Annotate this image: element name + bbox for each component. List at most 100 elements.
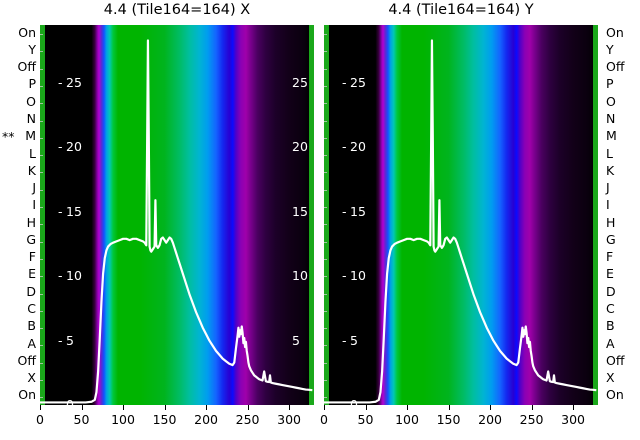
- y-tick-dash: -: [58, 203, 63, 219]
- y-tick-dash: -: [342, 203, 347, 219]
- edge-tick: [324, 345, 327, 347]
- x-tick-mark: [206, 405, 208, 410]
- y-tick-dash: -: [342, 139, 347, 155]
- x-tick-mark: [490, 405, 492, 410]
- edge-tick: [324, 293, 327, 295]
- category-label-e-14: E: [28, 266, 36, 282]
- edge-tick: [40, 34, 43, 35]
- edge-tick: [324, 241, 327, 243]
- x-tick-label: 200: [194, 412, 218, 427]
- category-label-l-7: L: [606, 145, 613, 161]
- panel-title-y: 4.4 (Tile164=164) Y: [388, 2, 534, 18]
- edge-tick: [324, 310, 327, 312]
- y-tick-dash: -: [58, 139, 63, 155]
- y-tick-value: 5: [350, 332, 358, 348]
- category-label-n-5: N: [606, 111, 616, 126]
- y-tick-dash: -: [342, 332, 347, 348]
- y-tick-label: -25: [58, 75, 82, 90]
- edge-tick: [40, 155, 43, 157]
- edge-tick: [40, 241, 43, 243]
- edge-tick: [40, 137, 43, 139]
- y-tick-dash: -: [342, 268, 347, 284]
- x-tick-mark: [324, 405, 325, 410]
- category-marker-star: **: [2, 129, 15, 145]
- y-tick-value: 10: [66, 268, 82, 284]
- x-tick-mark: [164, 405, 166, 410]
- category-label-n-5: N: [26, 111, 36, 126]
- edge-tick: [40, 120, 43, 122]
- x-tick-mark: [407, 405, 409, 410]
- edge-tick: [40, 103, 43, 105]
- category-label-h-11: H: [606, 214, 616, 230]
- profile-curve-path: [324, 39, 597, 404]
- category-label-f-13: F: [28, 249, 36, 265]
- category-label-a-18: A: [27, 335, 36, 351]
- x-tick-mark: [123, 405, 125, 410]
- category-label-k-8: K: [606, 162, 615, 178]
- category-label-j-9: J: [32, 180, 36, 196]
- x-tick-mark: [531, 405, 533, 410]
- category-label-p-3: P: [28, 76, 36, 92]
- edge-tick: [324, 189, 327, 191]
- panel-title-x: 4.4 (Tile164=164) X: [103, 2, 251, 18]
- y-tick-label-clipped: 10: [292, 268, 308, 284]
- category-label-o-4: O: [606, 93, 616, 109]
- category-label-j-9: J: [606, 180, 610, 196]
- category-label-off-2: Off: [17, 59, 36, 75]
- edge-tick: [324, 120, 327, 122]
- category-label-f-13: F: [606, 249, 614, 265]
- y-tick-label: -25: [342, 75, 366, 90]
- category-label-h-11: H: [26, 214, 36, 230]
- category-label-c-16: C: [27, 301, 36, 316]
- x-tick-label: 50: [73, 412, 90, 427]
- edge-tick: [40, 397, 43, 399]
- edge-tick: [324, 328, 327, 330]
- edge-tick: [40, 85, 43, 87]
- y-tick-dash: -: [58, 397, 63, 405]
- x-tick-label: 200: [478, 412, 502, 427]
- edge-strip-left: [324, 25, 329, 405]
- x-tick-mark: [448, 405, 450, 410]
- edge-tick: [324, 172, 327, 174]
- edge-tick: [324, 137, 327, 139]
- category-label-x-20: X: [27, 370, 36, 386]
- plot-panel-x[interactable]: -0-5-10-15-20-25 5 10 15 20 25: [40, 25, 314, 405]
- y-tick-dash: -: [58, 332, 63, 348]
- edge-tick: [324, 85, 327, 87]
- category-label-on-21: On: [606, 387, 624, 403]
- plot-panel-y[interactable]: -0-5-10-15-20-25: [324, 25, 598, 405]
- edge-tick: [40, 310, 43, 312]
- category-label-e-14: E: [606, 266, 614, 282]
- category-label-y-1: Y: [28, 41, 36, 57]
- y-tick-label: -5: [342, 333, 358, 348]
- category-label-m-6: M: [606, 128, 617, 144]
- y-tick-value: 20: [350, 139, 366, 155]
- edge-tick: [40, 172, 43, 174]
- y-tick-label: -0: [342, 397, 358, 405]
- category-label-m-6: M: [25, 128, 36, 144]
- category-label-c-16: C: [606, 301, 615, 316]
- y-tick-value: 0: [66, 397, 74, 405]
- y-tick-label: -15: [58, 204, 82, 219]
- y-tick-value: 10: [350, 268, 366, 284]
- edge-tick: [40, 293, 43, 295]
- edge-tick: [40, 189, 43, 191]
- y-tick-label-clipped: 20: [292, 139, 308, 155]
- x-tick-label: 100: [395, 412, 419, 427]
- edge-tick: [40, 68, 43, 70]
- y-tick-label-clipped: 15: [292, 203, 308, 219]
- y-tick-label-clipped: 25: [292, 74, 308, 90]
- edge-tick: [324, 155, 327, 157]
- edge-tick: [40, 362, 43, 364]
- edge-tick: [324, 258, 327, 260]
- category-label-x-20: X: [606, 370, 615, 386]
- edge-tick: [40, 207, 43, 208]
- edge-tick: [324, 362, 327, 364]
- category-label-i-10: I: [606, 197, 610, 213]
- category-label-l-7: L: [29, 145, 36, 161]
- category-label-on-0: On: [606, 24, 624, 40]
- x-tick-mark: [247, 405, 249, 410]
- y-tick-dash: -: [342, 74, 347, 90]
- edge-tick: [40, 380, 43, 381]
- category-label-on-0: On: [18, 24, 36, 40]
